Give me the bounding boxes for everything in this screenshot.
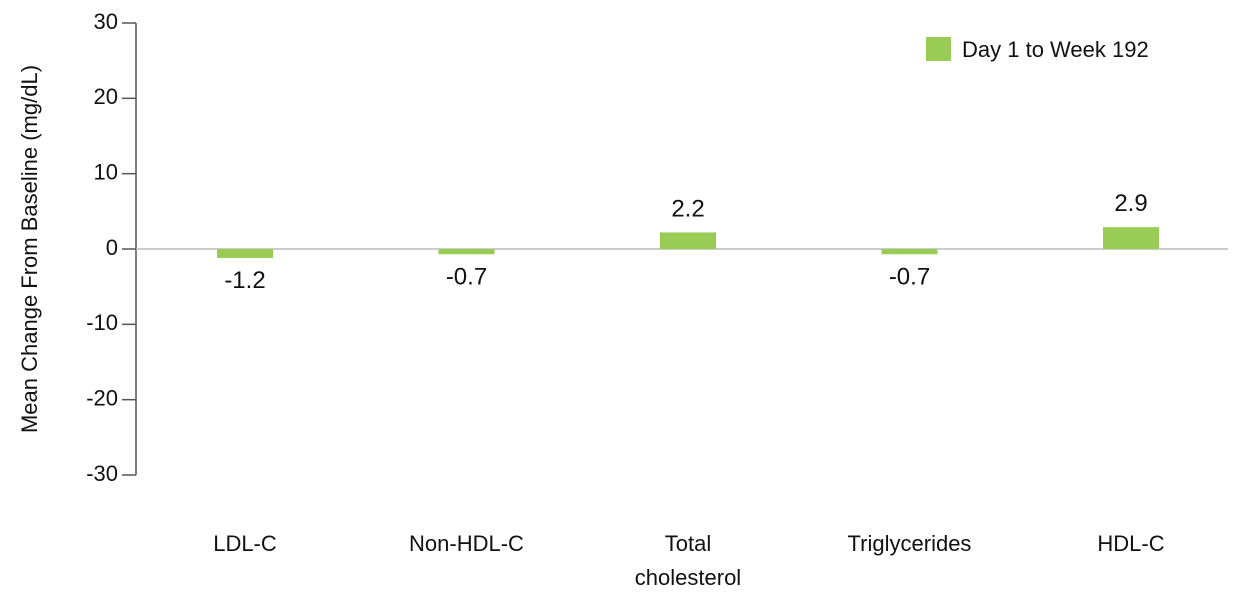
y-tick-label: -20 [86, 385, 118, 410]
y-axis: 30 20 10 0 -10 -20 -30 [86, 9, 137, 486]
x-axis-labels: LDL-C Non-HDL-C Total cholesterol Triglyceri… [213, 531, 1165, 590]
data-labels: -1.2 -0.7 2.2 -0.7 2.9 [224, 190, 1147, 294]
bar [438, 249, 495, 255]
legend-swatch [926, 37, 951, 61]
x-tick-label: Non-HDL-C [409, 531, 524, 556]
x-tick-label-line: Total [665, 531, 711, 556]
y-tick-label: 20 [94, 84, 118, 109]
legend: Day 1 to Week 192 [926, 37, 1149, 62]
data-label: 2.2 [671, 195, 704, 222]
y-tick-label: 0 [106, 235, 118, 260]
data-label: -0.7 [446, 263, 487, 290]
data-label: 2.9 [1114, 190, 1147, 217]
x-tick-label: HDL-C [1097, 531, 1164, 556]
x-tick-label: Triglycerides [848, 531, 972, 556]
legend-label: Day 1 to Week 192 [962, 37, 1149, 62]
bars [217, 227, 1159, 259]
y-tick-label: -30 [86, 461, 118, 486]
x-tick-label: Total cholesterol [635, 531, 741, 590]
x-tick-label-line: HDL-C [1097, 531, 1164, 556]
y-tick-label: 30 [94, 9, 118, 34]
x-tick-label-line: Triglycerides [848, 531, 972, 556]
bar [881, 249, 938, 255]
x-tick-label: LDL-C [213, 531, 277, 556]
x-tick-label-line: Non-HDL-C [409, 531, 524, 556]
data-label: -1.2 [224, 267, 265, 294]
bar [660, 232, 716, 249]
y-tick-label: -10 [86, 310, 118, 335]
y-tick-label: 10 [94, 159, 118, 184]
bar [1103, 227, 1159, 249]
bar [217, 249, 273, 259]
x-tick-label-line: cholesterol [635, 565, 741, 590]
x-tick-label-line: LDL-C [213, 531, 277, 556]
data-label: -0.7 [889, 263, 930, 290]
y-axis-title: Mean Change From Baseline (mg/dL) [17, 65, 42, 433]
